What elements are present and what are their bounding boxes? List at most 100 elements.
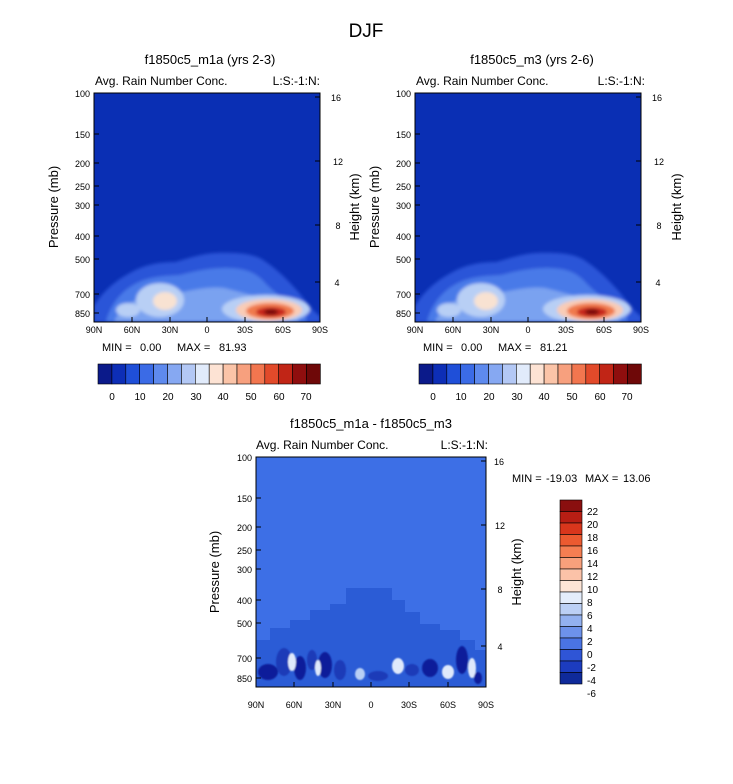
colorbar-swatch [529, 363, 545, 385]
colorbar-label: 50 [566, 392, 578, 403]
y-tick-label: 300 [396, 201, 411, 211]
colorbar-swatch [460, 363, 475, 385]
max-label: MAX = [498, 342, 531, 354]
max-value: 81.21 [540, 342, 568, 354]
y-tick-label: 700 [396, 290, 411, 300]
colorbar-swatch [559, 580, 583, 593]
colorbar-swatch [571, 363, 587, 385]
y2-tick-label: 4 [655, 278, 660, 288]
y2-tick-label: 12 [333, 157, 343, 167]
max-label: MAX = [177, 342, 210, 354]
panel-c-field [256, 457, 486, 687]
colorbar-swatch [418, 363, 434, 385]
panel-a-y2-ticks: 16 12 8 4 [331, 93, 343, 288]
min-value: 0.00 [140, 342, 161, 354]
colorbar-swatch [306, 363, 321, 385]
x-tick-label: 30S [237, 325, 253, 335]
y-tick-label: 200 [75, 159, 90, 169]
y-tick-label: 250 [396, 182, 411, 192]
y-tick-label: 250 [237, 546, 252, 556]
colorbar-swatch [599, 363, 614, 385]
colorbar-label: 30 [190, 392, 202, 403]
y2-tick-label: 12 [654, 157, 664, 167]
y-tick-label: 700 [75, 290, 90, 300]
y-tick-label: 100 [396, 89, 411, 99]
panel-c-y2label: Height (km) [509, 538, 524, 605]
y-tick-label: 250 [75, 182, 90, 192]
y2-tick-label: 16 [652, 93, 662, 103]
colorbar-label: 4 [587, 624, 593, 635]
panel-a-y-ticks: 100 150 200 250 300 400 500 700 850 [75, 89, 90, 319]
x-tick-label: 30N [162, 325, 179, 335]
x-tick-label: 60N [286, 700, 303, 710]
colorbar-swatch [432, 363, 448, 385]
colorbar-swatch [613, 363, 628, 385]
panel-c: f1850c5_m1a - f1850c5_m3 Avg. Rain Numbe… [207, 416, 651, 710]
y-tick-label: 700 [237, 654, 252, 664]
max-value: 13.06 [623, 473, 651, 485]
panel-b-x-ticks: 90N 60N 30N 0 30S 60S 90S [407, 325, 649, 335]
colorbar-label: 10 [455, 392, 467, 403]
panel-c-tick-marks [255, 456, 487, 687]
colorbar-swatch [153, 363, 168, 385]
colorbar-swatch [557, 363, 573, 385]
colorbar-label: 20 [162, 392, 174, 403]
colorbar-swatch [559, 660, 583, 673]
colorbar-label: 0 [109, 392, 115, 403]
colorbar-swatch [474, 363, 489, 385]
panel-b-field [415, 93, 641, 322]
min-label: MIN = [102, 342, 132, 354]
colorbar-label: 2 [587, 637, 593, 648]
colorbar-label: -2 [587, 663, 596, 674]
x-tick-label: 60N [124, 325, 141, 335]
y2-tick-label: 16 [494, 457, 504, 467]
colorbar-swatch [264, 363, 279, 385]
panel-c-colorbar [559, 499, 583, 685]
y2-tick-label: 16 [331, 93, 341, 103]
colorbar-label: 70 [300, 392, 312, 403]
page-title: DJF [349, 21, 384, 42]
y-tick-label: 850 [396, 309, 411, 319]
colorbar-label: 0 [430, 392, 436, 403]
colorbar-label: 0 [587, 650, 593, 661]
colorbar-swatch [585, 363, 600, 385]
panel-c-minmax: MIN = -19.03 MAX = 13.06 [512, 473, 651, 485]
panel-a-right-label: L:S:-1:N: [273, 74, 320, 88]
colorbar-swatch [559, 637, 583, 650]
y2-tick-label: 4 [334, 278, 339, 288]
colorbar-label: 16 [587, 546, 599, 557]
y-tick-label: 100 [75, 89, 90, 99]
panel-c-ylabel: Pressure (mb) [207, 531, 222, 613]
panel-a-colorbar-labels: 0 10 20 30 40 50 60 70 [109, 392, 312, 403]
colorbar-label: -4 [587, 676, 596, 687]
x-tick-label: 90N [407, 325, 424, 335]
colorbar-swatch [167, 363, 182, 385]
y-tick-label: 150 [396, 130, 411, 140]
panel-b-y2label: Height (km) [669, 173, 684, 240]
colorbar-label: 40 [217, 392, 229, 403]
x-tick-label: 90N [86, 325, 103, 335]
x-tick-label: 90S [478, 700, 494, 710]
colorbar-label: 60 [594, 392, 606, 403]
colorbar-swatch [111, 363, 127, 385]
y-tick-label: 100 [237, 453, 252, 463]
y-tick-label: 200 [396, 159, 411, 169]
panel-a-title: f1850c5_m1a (yrs 2-3) [145, 52, 276, 67]
colorbar-label: 40 [538, 392, 550, 403]
x-tick-label: 30N [325, 700, 342, 710]
y-tick-label: 150 [237, 494, 252, 504]
colorbar-label: 12 [587, 572, 599, 583]
y-tick-label: 500 [396, 255, 411, 265]
colorbar-label: 10 [587, 585, 599, 596]
panel-c-left-label: Avg. Rain Number Conc. [256, 438, 389, 452]
colorbar-label: 22 [587, 507, 599, 518]
colorbar-swatch [208, 363, 224, 385]
colorbar-swatch [125, 363, 141, 385]
panel-b-minmax: MIN = 0.00 MAX = 81.21 [423, 342, 568, 354]
panel-a-minmax: MIN = 0.00 MAX = 81.93 [102, 342, 247, 354]
colorbar-swatch [446, 363, 461, 385]
colorbar-label: 10 [134, 392, 146, 403]
y-tick-label: 400 [396, 232, 411, 242]
panel-c-y-ticks: 100 150 200 250 300 400 500 700 850 [237, 453, 252, 684]
min-label: MIN = [512, 473, 542, 485]
